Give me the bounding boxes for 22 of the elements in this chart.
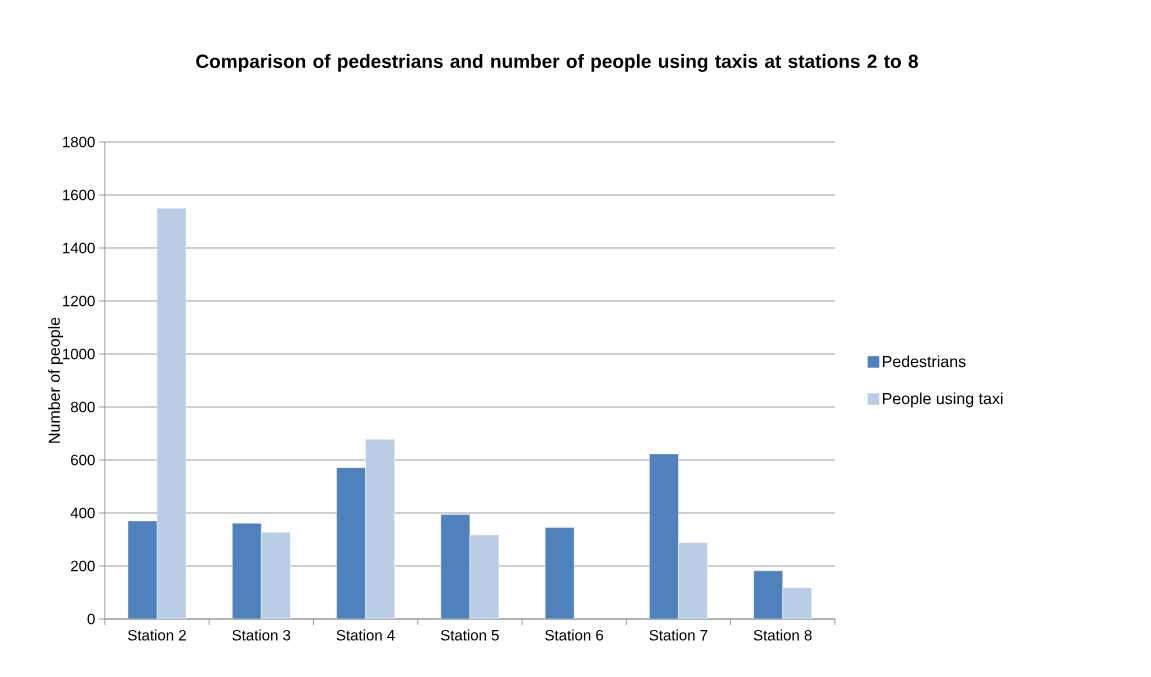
y-tick-label: 400 (70, 507, 95, 519)
legend-label: People using taxi (882, 392, 1003, 408)
y-tick-label: 1400 (63, 242, 95, 254)
y-tick-label: 600 (71, 454, 95, 466)
y-axis-title: Number of people (48, 317, 64, 443)
x-tick-label: Station 7 (649, 629, 708, 641)
x-tick-label: Station 6 (545, 629, 604, 641)
y-tick-label: 1000 (63, 348, 95, 360)
x-tick-label: Station 8 (753, 629, 812, 641)
x-tick-label: Station 4 (336, 629, 395, 641)
y-tick-label: 1200 (63, 295, 95, 307)
y-tick-label: 800 (70, 401, 95, 413)
bar (544, 527, 575, 619)
chart-title: Comparison of pedestrians and number of people using taxis at stations 2 to 8 (196, 54, 918, 72)
y-tick-label: 1800 (63, 136, 95, 148)
x-tick-label: Station 5 (440, 629, 499, 641)
y-tick-label: 0 (87, 613, 95, 625)
x-tick-label: Station 3 (232, 629, 291, 641)
y-tick-label: 200 (71, 560, 95, 572)
x-tick-label: Station 2 (128, 629, 186, 641)
legend-label: Pedestrians (882, 355, 966, 368)
y-tick-label: 1600 (63, 189, 95, 201)
